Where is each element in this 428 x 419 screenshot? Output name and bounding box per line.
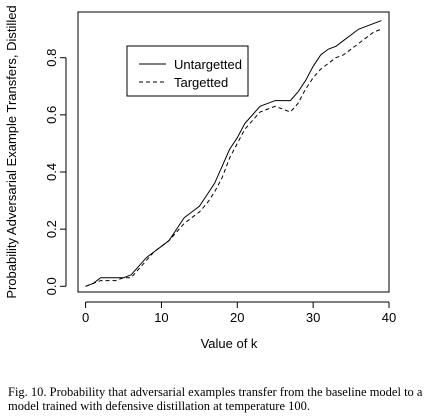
x-tick-label: 30 [306,310,320,325]
series-layer [85,20,382,287]
series-targetted-line [85,28,382,287]
y-axis: 0.0 0.2 0.4 0.6 0.8 [44,49,67,295]
figure-caption: Fig. 10. Probability that adversarial ex… [8,385,423,413]
y-tick-label: 0.4 [44,163,59,181]
x-tick-label: 40 [382,310,396,325]
y-tick-label: 0.0 [44,277,59,295]
y-tick-label: 0.2 [44,220,59,238]
legend: Untargetted Targetted [126,45,249,97]
legend-label-targetted: Targetted [174,75,228,90]
x-axis: 0 10 20 30 40 [82,301,396,325]
x-axis-label: Value of k [201,336,258,351]
y-tick-label: 0.8 [44,49,59,67]
x-tick-label: 10 [154,310,168,325]
legend-label-untargetted: Untargetted [174,57,242,72]
line-chart: 0.0 0.2 0.4 0.6 0.8 0 10 20 30 40 Value of k Pro… [4,5,396,351]
x-tick-label: 0 [82,310,89,325]
legend-box [126,45,249,97]
series-untargetted-line [85,20,382,287]
plot-frame [77,11,390,293]
x-tick-label: 20 [230,310,244,325]
y-tick-label: 0.6 [44,106,59,124]
y-axis-label: Probability Adversarial Example Transfer… [4,5,19,298]
